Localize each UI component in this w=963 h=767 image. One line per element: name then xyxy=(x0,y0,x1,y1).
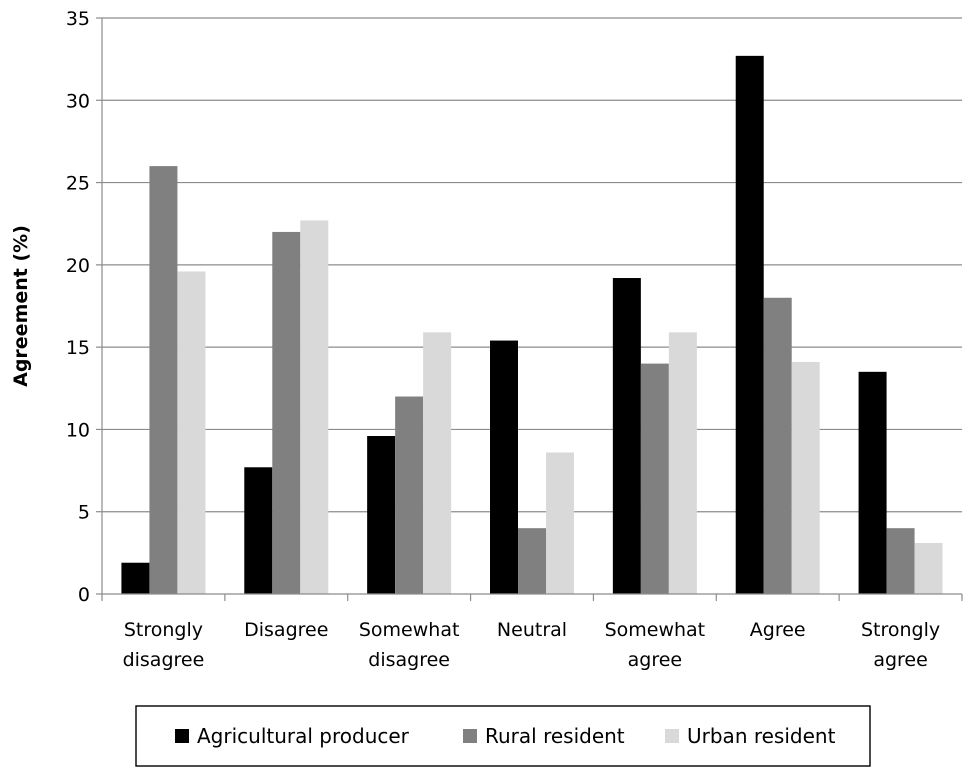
x-tick-label: Disagree xyxy=(244,619,328,641)
y-tick-label: 15 xyxy=(66,337,90,359)
y-tick-label: 5 xyxy=(78,502,90,524)
bar-rural-resident xyxy=(395,396,424,594)
bars xyxy=(121,55,943,594)
bar-rural-resident xyxy=(763,297,792,594)
legend: Agricultural producer Rural resident Urban… xyxy=(135,705,871,767)
x-tick-label: Strongly agree xyxy=(861,619,940,671)
bar-urban-resident xyxy=(423,332,452,594)
legend-box xyxy=(135,705,871,767)
y-tick-label: 20 xyxy=(66,255,90,277)
bar-agricultural-producer xyxy=(490,340,518,594)
x-tick-label: Somewhat agree xyxy=(605,619,706,671)
bar-rural-resident xyxy=(149,166,178,594)
y-tick-label: 35 xyxy=(66,8,90,30)
bar-agricultural-producer xyxy=(612,278,641,594)
x-tick-label: Somewhat disagree xyxy=(359,619,460,671)
bar-rural-resident xyxy=(886,528,915,594)
y-axis-label: Agreement (%) xyxy=(10,225,32,387)
y-tick-label: 10 xyxy=(66,419,90,441)
bar-agricultural-producer xyxy=(121,562,150,594)
x-tick-label: Agree xyxy=(750,619,806,641)
bar-agricultural-producer xyxy=(858,371,887,594)
y-tick-label: 0 xyxy=(78,584,90,606)
bar-urban-resident xyxy=(791,361,820,594)
legend-swatch xyxy=(665,729,679,743)
legend-swatch xyxy=(463,729,477,743)
bar-urban-resident xyxy=(668,332,697,594)
bar-agricultural-producer xyxy=(735,55,764,594)
bar-rural-resident xyxy=(272,231,301,594)
axes xyxy=(96,17,963,601)
x-tick-labels: Strongly disagree Disagree Somewhat disagree… xyxy=(123,619,941,671)
y-tick-label: 25 xyxy=(66,173,90,195)
gridlines xyxy=(102,17,962,513)
bar-urban-resident xyxy=(914,542,943,594)
bar-agricultural-producer xyxy=(244,467,273,594)
bar-urban-resident xyxy=(177,271,206,594)
x-tick-label: Strongly disagree xyxy=(123,619,205,671)
y-tick-labels: 0 5 10 15 20 25 30 35 xyxy=(66,8,90,606)
legend-swatch xyxy=(175,729,189,743)
bar-rural-resident xyxy=(518,528,546,594)
bar-agricultural-producer xyxy=(367,436,396,594)
x-tick-label: Neutral xyxy=(497,619,567,641)
legend-label: Urban resident xyxy=(687,724,836,748)
legend-label: Rural resident xyxy=(485,724,625,748)
bar-urban-resident xyxy=(546,452,574,594)
bar-urban-resident xyxy=(300,220,329,594)
legend-label: Agricultural producer xyxy=(197,724,410,748)
y-tick-label: 30 xyxy=(66,90,90,112)
bar-rural-resident xyxy=(640,363,669,594)
